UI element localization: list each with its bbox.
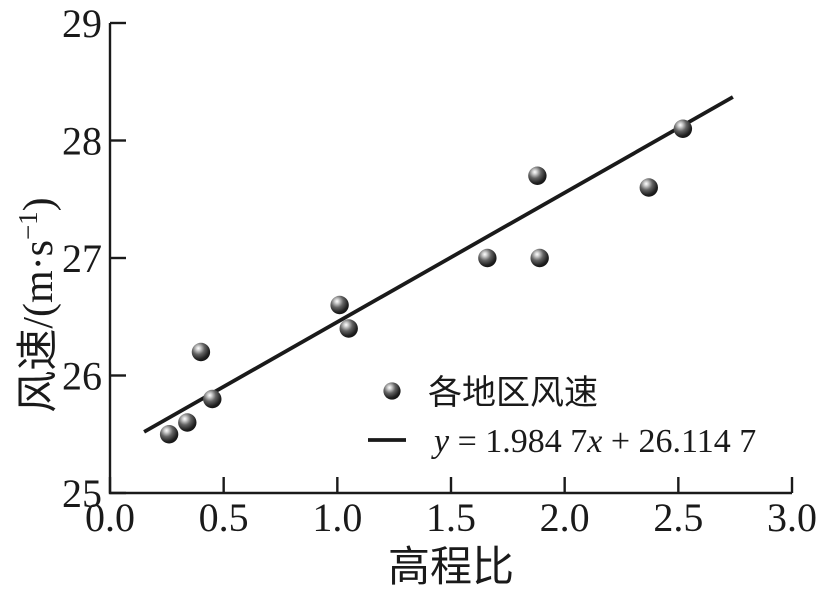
data-point [639, 178, 658, 197]
x-tick-label: 2.5 [653, 495, 703, 540]
data-point [673, 119, 693, 138]
legend-point-marker-icon [383, 382, 401, 400]
legend: 各地区风速 y = 1.984 7x + 26.114 7 [368, 374, 756, 460]
x-tick-label: 1.5 [426, 495, 476, 540]
x-tick-label: 0.5 [199, 495, 249, 540]
data-point [339, 319, 358, 338]
x-tick-label: 0.0 [85, 495, 135, 540]
data-point [159, 425, 179, 444]
y-tick-label: 28 [62, 119, 102, 164]
x-axis-title: 高程比 [388, 545, 514, 591]
data-point [478, 248, 497, 268]
data-point [178, 413, 197, 432]
data-point [330, 295, 349, 315]
y-axis-title: 风速/(m·s−1) [13, 197, 62, 412]
x-tick-label: 1.0 [312, 495, 362, 540]
x-tick-label: 2.0 [540, 495, 590, 540]
y-tick-label: 26 [62, 354, 102, 399]
x-tick-label: 3.0 [767, 495, 817, 540]
data-point [528, 166, 547, 185]
legend-equation-label: y = 1.984 7x + 26.114 7 [431, 423, 756, 460]
y-tick-label: 25 [62, 471, 102, 516]
data-point [191, 342, 211, 362]
y-tick-label: 27 [62, 236, 102, 281]
trend-line [143, 95, 734, 434]
y-tick-label: 29 [62, 1, 102, 46]
data-point [203, 389, 222, 409]
data-point [530, 248, 549, 268]
legend-series-label: 各地区风速 [428, 374, 598, 412]
